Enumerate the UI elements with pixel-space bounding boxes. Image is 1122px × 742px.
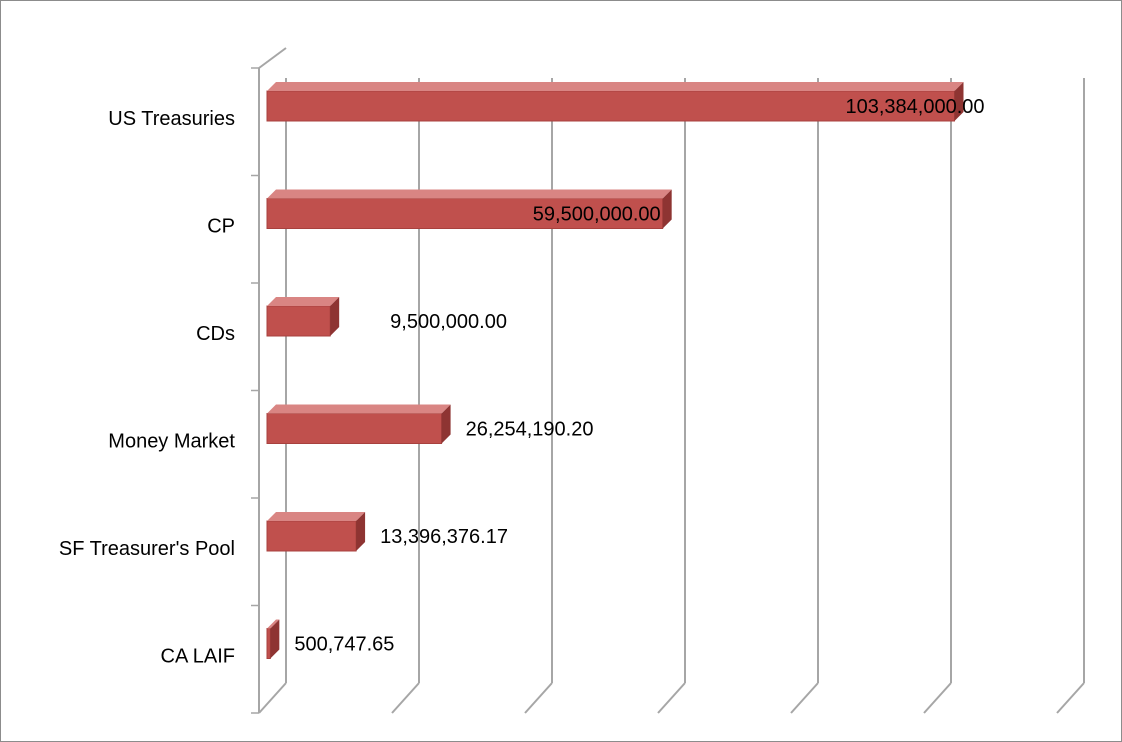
bar-side-2: [330, 297, 340, 336]
bar-0: [266, 90, 956, 122]
gridline-floor-1: [391, 682, 420, 714]
category-label-1: CP: [207, 216, 235, 238]
bar-top-5: [267, 619, 280, 629]
category-label-3: Money Market: [108, 431, 235, 453]
bar-top-4: [267, 512, 366, 521]
bar-side-0: [954, 82, 964, 121]
bar-side-3: [441, 404, 451, 444]
gridline-floor-0: [258, 682, 287, 714]
data-label-1: 59,500,000.00: [533, 204, 661, 226]
bar-4: [266, 520, 357, 552]
bar-5: [266, 628, 271, 659]
bar-side-5: [270, 619, 280, 659]
gridline-floor-4: [790, 682, 819, 714]
category-label-4: SF Treasurer's Pool: [59, 538, 235, 560]
bar-3: [266, 413, 443, 444]
category-axis-top-edge: [258, 47, 287, 69]
category-label-0: US Treasuries: [108, 108, 235, 130]
data-label-2: 9,500,000.00: [390, 311, 507, 333]
category-label-5: CA LAIF: [161, 646, 235, 668]
data-label-5: 500,747.65: [294, 634, 394, 656]
gridline-floor-6: [1056, 682, 1085, 714]
bar-top-1: [267, 189, 672, 199]
category-label-2: CDs: [196, 323, 235, 345]
category-axis: [251, 47, 287, 714]
bar-2: [266, 305, 331, 337]
bar-side-1: [662, 189, 672, 229]
gridlines: [258, 78, 1085, 714]
gridline-floor-5: [923, 682, 952, 714]
gridline-floor-2: [524, 682, 553, 714]
bar-top-2: [267, 297, 340, 306]
labels: US Treasuries 103,384,000.00 CP 59,500,000.…: [59, 96, 985, 668]
bars: [266, 82, 964, 659]
data-label-4: 13,396,376.17: [380, 526, 508, 548]
bar-top-0: [267, 82, 964, 91]
gridline-floor-3: [657, 682, 686, 714]
data-label-3: 26,254,190.20: [466, 419, 594, 441]
data-label-0: 103,384,000.00: [845, 96, 984, 118]
bar-side-4: [356, 512, 366, 551]
bar-top-3: [267, 404, 451, 414]
